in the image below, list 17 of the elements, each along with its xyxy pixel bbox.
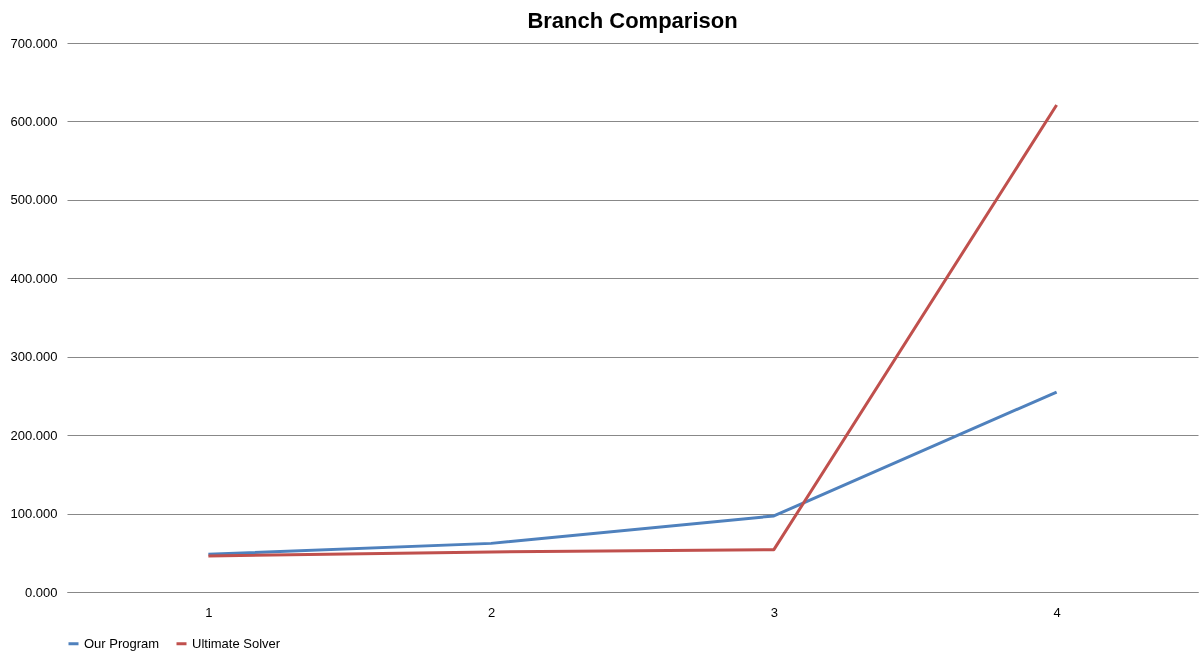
x-tick-label: 1 — [205, 604, 213, 620]
y-tick-label: 700.000 — [10, 35, 58, 51]
line-series — [206, 390, 1059, 556]
y-tick-label: 400.000 — [10, 270, 58, 286]
y-tick-label: 500.000 — [10, 192, 58, 208]
chart-title: Branch Comparison — [527, 8, 738, 33]
line-series — [206, 103, 1059, 558]
y-tick-label: 0.000 — [24, 584, 58, 600]
y-tick-label: 200.000 — [10, 427, 58, 443]
y-tick-label: 600.000 — [10, 113, 58, 129]
y-tick-label: 300.000 — [10, 349, 58, 365]
x-tick-label: 2 — [488, 604, 496, 620]
y-tick-label: 100.000 — [10, 506, 58, 522]
legend-label: Ultimate Solver — [192, 635, 281, 651]
x-tick-label: 4 — [1053, 604, 1061, 620]
x-tick-label: 3 — [770, 604, 778, 620]
legend-label: Our Program — [84, 635, 160, 651]
